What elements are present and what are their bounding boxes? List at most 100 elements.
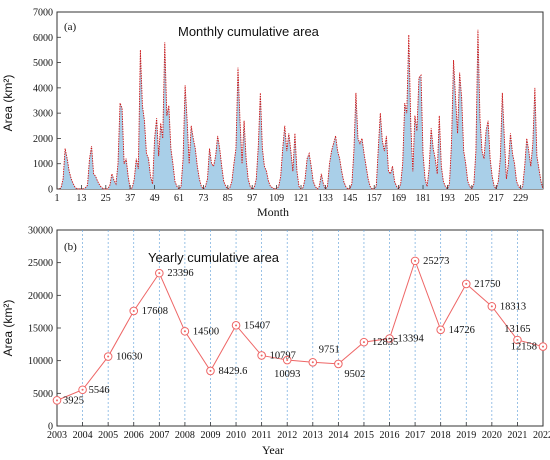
panel-a-title: Monthly cumulative area	[178, 24, 320, 39]
yearly-data-point-center	[260, 354, 263, 357]
panel-a-y-tick-label: 1000	[33, 159, 53, 170]
panel-a-y-tick-label: 6000	[33, 33, 53, 44]
panel-a-x-tick-label: 145	[342, 193, 357, 204]
panel-b-y-tick-label: 0	[48, 422, 53, 433]
panel-a-x-tick-label: 73	[198, 193, 208, 204]
yearly-data-label: 3925	[63, 395, 84, 406]
panel-b-y-tick-label: 10000	[28, 356, 53, 367]
panel-b-x-tick-label: 2014	[328, 430, 348, 441]
panel-b-x-tick-label: 2010	[226, 430, 246, 441]
panel-b-x-tick-label: 2017	[405, 430, 425, 441]
panel-a-x-tick-label: 25	[101, 193, 111, 204]
panel-a-x-tick-label: 85	[223, 193, 233, 204]
yearly-data-label: 10797	[270, 350, 296, 361]
monthly-area-chart: 1 13 25 37 49 61 73 85 97 109 121 133 145 157 169 181 19…	[1, 8, 544, 219]
monthly-area-line	[57, 29, 544, 190]
panel-b-x-tick-label: 2018	[431, 430, 451, 441]
panel-b-x-tick-label: 2007	[149, 430, 169, 441]
panel-a-y-tick-label: 3000	[33, 109, 53, 120]
panel-a-ylabel: Area (km²)	[1, 75, 15, 132]
yearly-data-label: 18313	[500, 301, 526, 312]
yearly-data-label: 14726	[449, 325, 475, 336]
yearly-data-label: 15407	[244, 320, 270, 331]
yearly-data-point-center	[516, 338, 519, 341]
panel-b-x-tick-label: 2020	[482, 430, 502, 441]
yearly-data-label: 8429.6	[218, 366, 247, 377]
panel-a-y-tick-label: 4000	[33, 83, 53, 94]
yearly-data-label: 10093	[274, 369, 300, 380]
panel-a-x-tick-label: 229	[513, 193, 528, 204]
yearly-data-label: 21750	[474, 279, 500, 290]
panel-a-x-tick-label: 121	[294, 193, 309, 204]
panel-b-ylabel: Area (km²)	[1, 300, 15, 357]
yearly-area-line	[56, 259, 544, 401]
panel-b-x-tick-label: 2003	[47, 430, 67, 441]
yearly-data-label: 14500	[193, 326, 219, 337]
panel-b-x-tick-label: 2012	[277, 430, 297, 441]
yearly-data-point-center	[183, 330, 186, 333]
yearly-data-point-center	[439, 328, 442, 331]
yearly-data-point-center	[490, 305, 493, 308]
panel-b-x-tick-label: 2015	[354, 430, 374, 441]
panel-a-x-tick-label: 193	[440, 193, 455, 204]
panel-b-y-tick-label: 5000	[33, 389, 53, 400]
panel-b-y-tick-label: 30000	[28, 226, 53, 237]
monthly-area-fill	[57, 29, 543, 190]
panel-a-x-tick-label: 97	[247, 193, 257, 204]
yearly-data-label: 23396	[167, 268, 193, 279]
panel-a-y-tick-label: 2000	[33, 134, 53, 145]
yearly-data-point-center	[414, 259, 417, 262]
yearly-data-point-center	[132, 309, 135, 312]
panel-b-x-tick-label: 2009	[200, 430, 220, 441]
yearly-data-point-center	[388, 337, 391, 340]
panel-a-y-tick-label: 0	[48, 185, 53, 196]
panel-b-x-tick-label: 2016	[380, 430, 400, 441]
panel-a-y-tick-label: 5000	[33, 58, 53, 69]
yearly-data-label: 13165	[504, 324, 530, 335]
panel-b-label: (b)	[64, 241, 77, 253]
panel-b-x-tick-label: 2005	[98, 430, 118, 441]
panel-b-x-tick-label: 2021	[507, 430, 527, 441]
yearly-line-chart: 3925 5546 10630 17608 23396 14500 8429.6 15407 1…	[1, 226, 550, 458]
panel-a-x-tick-label: 217	[489, 193, 504, 204]
yearly-data-point-center	[158, 272, 161, 275]
panel-b-y-tick-label: 15000	[28, 324, 53, 335]
yearly-data-label: 9502	[344, 369, 365, 380]
panel-b-x-tick-label: 2008	[175, 430, 195, 441]
yearly-data-label: 25273	[423, 256, 449, 267]
panel-b-x-tick-label: 2006	[124, 430, 144, 441]
panel-a-x-tick-label: 61	[174, 193, 184, 204]
yearly-data-point-center	[56, 399, 58, 402]
yearly-data-label: 12835	[372, 337, 398, 348]
panel-a-x-tick-label: 109	[269, 193, 284, 204]
panel-a-label: (a)	[64, 21, 77, 33]
yearly-data-point-center	[235, 324, 238, 327]
yearly-data-point-center	[81, 388, 84, 391]
panel-b-y-tick-label: 25000	[28, 258, 53, 269]
yearly-data-label: 13394	[398, 333, 425, 344]
panel-a-x-tick-label: 37	[125, 193, 135, 204]
panel-a-y-tick-label: 7000	[33, 8, 53, 19]
panel-a-x-tick-label: 1	[55, 193, 60, 204]
panel-a-x-tick-label: 133	[318, 193, 333, 204]
panel-b-x-tick-label: 2011	[252, 430, 272, 441]
panel-b-y-tick-label: 20000	[28, 291, 53, 302]
yearly-data-point-center	[465, 282, 468, 285]
yearly-data-point-center	[107, 355, 110, 358]
yearly-data-point-center	[542, 345, 544, 348]
panel-b-xlabel: Year	[262, 443, 284, 457]
yearly-data-point-center	[362, 341, 365, 344]
yearly-data-point-center	[337, 362, 340, 365]
panel-a-x-tick-label: 205	[464, 193, 479, 204]
yearly-data-label: 12158	[511, 342, 537, 353]
panel-b-x-tick-label: 2013	[303, 430, 323, 441]
yearly-data-point-center	[286, 359, 289, 362]
panel-b-title: Yearly cumulative area	[148, 250, 280, 265]
panel-a-xlabel: Month	[257, 205, 289, 219]
panel-a-x-tick-label: 49	[150, 193, 160, 204]
yearly-data-label: 17608	[142, 306, 168, 317]
yearly-data-label: 10630	[116, 352, 142, 363]
yearly-data-label: 5546	[89, 385, 110, 396]
panel-b-x-tick-label: 2022	[533, 430, 550, 441]
